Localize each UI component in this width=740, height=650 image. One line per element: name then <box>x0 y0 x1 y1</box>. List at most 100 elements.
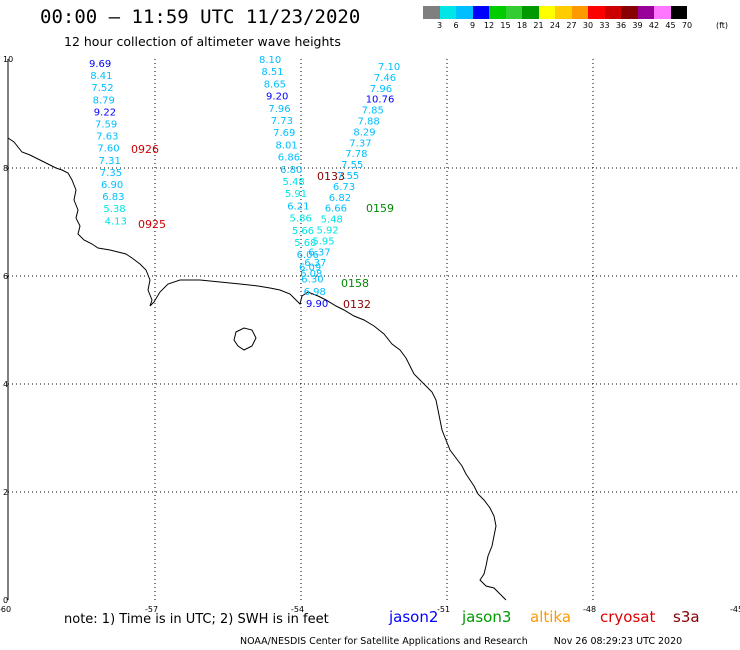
legend-label: 45 <box>665 21 676 30</box>
island <box>233 327 257 351</box>
y-tick-label: 0 <box>3 596 8 605</box>
swh-value: 8.65 <box>264 79 286 90</box>
legend-swatch <box>588 6 605 19</box>
satellite-name: jason2 <box>389 608 439 626</box>
x-tick-label: -51 <box>437 605 450 614</box>
pass-time-label: 0158 <box>341 277 369 290</box>
legend-label: 27 <box>566 21 577 30</box>
swh-value: 6.66 <box>325 204 347 215</box>
swh-value: 7.37 <box>349 138 371 149</box>
swh-value: 8.29 <box>353 127 375 138</box>
swh-value: 9.90 <box>306 299 328 310</box>
swh-value: 7.96 <box>268 104 290 115</box>
legend-label: 33 <box>599 21 610 30</box>
swh-value: 5.92 <box>317 226 339 237</box>
y-tick-label: 6 <box>3 272 8 281</box>
swh-value: 5.38 <box>103 204 125 215</box>
legend-swatch <box>621 6 638 19</box>
y-tick-label: 10 <box>3 55 13 64</box>
legend-unit: (ft) <box>716 21 729 30</box>
x-tick-label: -48 <box>583 605 596 614</box>
legend-label: 12 <box>483 21 495 30</box>
legend-label: 18 <box>516 21 528 30</box>
color-legend: (ft) 3 6 9 12 15 18 21 24 27 30 33 36 39 42 45 70 <box>423 6 728 33</box>
swh-value: 6.08 <box>300 269 322 280</box>
swh-value: 6.90 <box>101 180 123 191</box>
swh-value: 6.37 <box>308 247 330 258</box>
legend-label: 24 <box>549 21 561 30</box>
swh-value: 8.41 <box>90 71 112 82</box>
legend-swatch <box>555 6 572 19</box>
legend-label: 9 <box>469 21 476 30</box>
x-tick-label: -60 <box>0 605 11 614</box>
swh-value: 6.83 <box>102 192 124 203</box>
legend-swatch <box>654 6 671 19</box>
swh-value: 6.80 <box>280 165 302 176</box>
legend-swatch <box>456 6 473 19</box>
swh-value: 6.30 <box>301 275 323 286</box>
legend-swatches <box>423 6 687 19</box>
swh-value: 6.37 <box>304 258 326 269</box>
satellite-name: s3a <box>673 608 700 626</box>
swh-value: 6.21 <box>287 201 309 212</box>
swh-value: 8.51 <box>261 67 283 78</box>
swh-value: 6.86 <box>278 153 300 164</box>
swh-value: 6.73 <box>333 182 355 193</box>
swh-value: 9.69 <box>89 59 111 70</box>
legend-label: 3 <box>436 21 443 30</box>
swh-value: 7.96 <box>370 84 392 95</box>
footer-credit: NOAA/NESDIS Center for Satellite Applica… <box>240 636 682 647</box>
legend-swatch <box>439 6 456 19</box>
swh-value: 7.46 <box>374 73 396 84</box>
legend-swatch <box>423 6 440 19</box>
legend-swatch <box>571 6 588 19</box>
satellite-name: altika <box>530 608 572 626</box>
swh-value: 7.59 <box>95 120 117 131</box>
swh-value: 5.48 <box>321 215 343 226</box>
satellite-name: cryosat <box>600 608 656 626</box>
swh-value: 7.69 <box>273 128 295 139</box>
y-tick-label: 8 <box>3 164 8 173</box>
swh-value: 6.06 <box>297 250 319 261</box>
swh-value: 8.10 <box>259 55 281 66</box>
pass-time-label: 0133 <box>317 170 345 183</box>
map-title: 00:00 – 11:59 UTC 11/23/2020 <box>40 6 361 28</box>
swh-value: 5.68 <box>294 238 316 249</box>
swh-value: 8.01 <box>275 140 297 151</box>
swh-value: 7.55 <box>341 160 363 171</box>
swh-value: 4.13 <box>105 216 127 227</box>
swh-value: 5.95 <box>312 236 334 247</box>
satellite-name: jason3 <box>462 608 512 626</box>
pass-time-label: 0159 <box>366 202 394 215</box>
swh-value: 6.98 <box>304 287 326 298</box>
grid-lines: -60-57-54-51-48-451086420 <box>0 55 740 614</box>
swh-value: 7.10 <box>378 62 400 73</box>
swh-value: 5.86 <box>290 214 312 225</box>
swh-value: 7.55 <box>337 171 359 182</box>
swh-value: 10.76 <box>366 95 395 106</box>
swh-value: 7.88 <box>358 117 380 128</box>
y-tick-label: 4 <box>3 380 8 389</box>
swh-value: 7.63 <box>96 132 118 143</box>
swh-value: 5.48 <box>283 177 305 188</box>
swh-value: 9.20 <box>266 92 288 103</box>
pass-time-label: 0925 <box>138 218 166 231</box>
legend-swatch <box>670 6 687 19</box>
legend-label: 30 <box>582 21 594 30</box>
legend-labels: (ft) 3 6 9 12 15 18 21 24 27 30 33 36 39 42 45 70 <box>423 19 728 33</box>
swh-value: 8.79 <box>93 95 115 106</box>
legend-swatch <box>637 6 654 19</box>
pass-time-label: 0926 <box>131 143 159 156</box>
legend-label: 42 <box>648 21 660 30</box>
swh-value: 7.35 <box>100 168 122 179</box>
swh-value: 6.82 <box>329 193 351 204</box>
track-labels: 9.698.417.528.799.22 7.597.637.607.317.35… <box>89 55 400 311</box>
coastline <box>7 137 507 601</box>
x-tick-label: -45 <box>730 605 740 614</box>
legend-label: 15 <box>500 21 511 30</box>
legend-label: 39 <box>632 21 643 30</box>
swh-value: 9.22 <box>94 107 116 118</box>
legend-label: 36 <box>615 21 627 30</box>
